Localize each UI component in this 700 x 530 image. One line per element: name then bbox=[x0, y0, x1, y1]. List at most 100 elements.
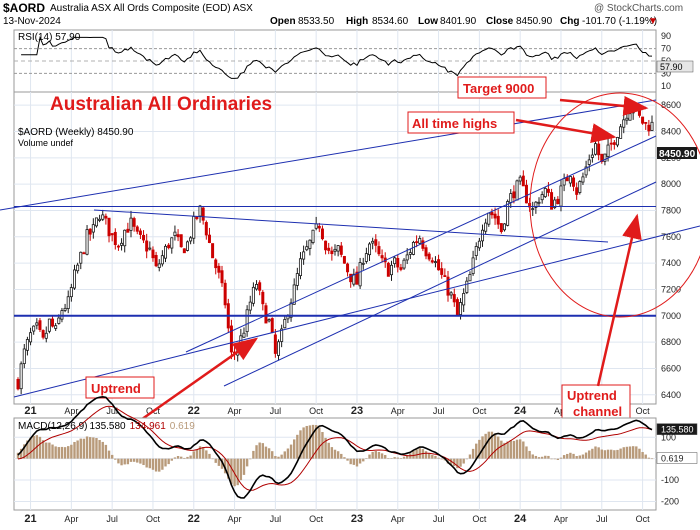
candle-body bbox=[553, 199, 557, 208]
macd-histogram-bar bbox=[101, 441, 104, 459]
price-tick-label: 7000 bbox=[661, 311, 681, 321]
macd-histogram-bar bbox=[566, 453, 569, 459]
candle-body bbox=[239, 335, 243, 350]
price-x-axis: 21AprJulOct22AprJulOct23AprJulOct24AprJu… bbox=[24, 405, 650, 417]
macd-histogram-bar bbox=[38, 436, 42, 459]
macd-signal-line bbox=[17, 405, 653, 491]
candle-body bbox=[267, 319, 271, 322]
price-axis: 6400660068007000720074007600780080008200… bbox=[661, 100, 681, 400]
macd-histogram-bar bbox=[644, 454, 647, 459]
candle-body bbox=[132, 218, 136, 227]
macd-histogram-bar bbox=[647, 457, 651, 459]
macd-histogram-bar bbox=[23, 444, 26, 459]
candle-body bbox=[79, 251, 83, 264]
rsi-panel-frame bbox=[13, 29, 657, 93]
price-x-tick-label: Apr bbox=[391, 406, 405, 416]
candle-body bbox=[104, 215, 108, 219]
arrow-uptrend-channel bbox=[596, 213, 642, 387]
candle-body bbox=[622, 119, 626, 128]
candle-body bbox=[120, 242, 124, 246]
macd-histogram-bar bbox=[396, 457, 399, 459]
candle-body bbox=[462, 293, 466, 306]
macd-histogram-bar bbox=[208, 453, 211, 459]
candle-body bbox=[465, 280, 469, 293]
macd-histogram-bar bbox=[41, 440, 45, 459]
macd-histogram-bar bbox=[506, 441, 509, 459]
ohlc-high-value: 8534.60 bbox=[372, 16, 409, 27]
macd-histogram-bar bbox=[377, 451, 381, 459]
candle-body bbox=[405, 254, 409, 261]
candle-body bbox=[393, 257, 397, 265]
macd-histogram-bar bbox=[340, 453, 343, 459]
macd-histogram-bar bbox=[500, 440, 503, 459]
rsi-last-value: 57.90 bbox=[660, 62, 683, 72]
rsi-tick-label: 70 bbox=[661, 44, 671, 54]
macd-histogram-bar bbox=[148, 458, 152, 469]
candle-body bbox=[223, 282, 227, 306]
price-tick-label: 6600 bbox=[661, 363, 681, 373]
channel-lower-line bbox=[223, 181, 657, 387]
macd-histogram-bar bbox=[258, 442, 261, 459]
macd-histogram-bar bbox=[371, 451, 374, 459]
macd-histogram-bar bbox=[205, 450, 208, 459]
ohlc-chg-value: -101.70 (-1.19%) bbox=[582, 16, 658, 27]
candle-body bbox=[440, 268, 444, 275]
candle-body bbox=[229, 325, 233, 353]
candle-body bbox=[327, 247, 331, 251]
candle-body bbox=[565, 177, 569, 182]
macd-histogram-bar bbox=[264, 446, 268, 459]
price-x-tick-label: Apr bbox=[64, 406, 78, 416]
macd-histogram-bar bbox=[126, 458, 130, 465]
candle-body bbox=[54, 325, 58, 329]
ohlc-open-value: 8533.50 bbox=[298, 16, 335, 27]
candle-body bbox=[499, 223, 503, 233]
candle-body bbox=[477, 240, 481, 249]
ohlc-open-label: Open bbox=[270, 16, 296, 27]
macd-histogram-bar bbox=[79, 438, 82, 459]
rsi-tick-label: 90 bbox=[661, 31, 671, 41]
macd-histogram-bar bbox=[211, 458, 214, 460]
candle-body bbox=[346, 263, 350, 273]
macd-histogram-bar bbox=[76, 440, 79, 459]
candle-body bbox=[496, 215, 500, 225]
price-tick-label: 8000 bbox=[661, 179, 681, 189]
candle-body bbox=[575, 187, 579, 195]
macd-histogram-bar bbox=[572, 453, 575, 459]
macd-histogram-bar bbox=[581, 454, 585, 459]
macd-tick-label: 100 bbox=[661, 432, 676, 442]
macd-histogram-bar bbox=[468, 454, 472, 459]
candle-body bbox=[358, 262, 362, 287]
candle-body bbox=[217, 265, 221, 273]
macd-histogram-bar bbox=[525, 446, 528, 459]
macd-histogram-bar bbox=[578, 455, 582, 459]
candle-body bbox=[424, 247, 428, 257]
candle-body bbox=[116, 245, 120, 248]
macd-x-tick-label: Jul bbox=[270, 514, 282, 524]
macd-title-name: MACD(12,26,9) bbox=[18, 421, 87, 432]
candle-body bbox=[135, 226, 139, 232]
annotation-target-box bbox=[457, 76, 547, 99]
candle-body bbox=[330, 250, 334, 255]
macd-histogram-bar bbox=[559, 457, 563, 459]
macd-histogram-bar bbox=[503, 442, 506, 459]
macd-histogram-bar bbox=[628, 446, 632, 459]
macd-histogram-bar bbox=[292, 439, 296, 459]
macd-histogram-bar bbox=[220, 458, 224, 469]
macd-histogram-bar bbox=[613, 450, 616, 459]
candle-body bbox=[399, 267, 403, 270]
macd-x-tick-label: Apr bbox=[228, 514, 242, 524]
candle-body bbox=[427, 253, 431, 260]
macd-histogram-bar bbox=[330, 447, 334, 459]
price-x-tick-label: 22 bbox=[188, 405, 200, 417]
macd-histogram-bar bbox=[186, 456, 189, 459]
candle-body bbox=[283, 319, 287, 329]
price-x-tick-label: Apr bbox=[554, 406, 568, 416]
candle-body bbox=[600, 153, 604, 163]
candle-body bbox=[113, 231, 117, 246]
candle-body bbox=[537, 201, 541, 204]
candle-body bbox=[314, 223, 318, 229]
price-x-tick-label: 23 bbox=[351, 405, 363, 417]
macd-histogram-bar bbox=[286, 448, 290, 459]
candle-body bbox=[151, 249, 155, 259]
macd-histogram-bar bbox=[534, 455, 538, 459]
